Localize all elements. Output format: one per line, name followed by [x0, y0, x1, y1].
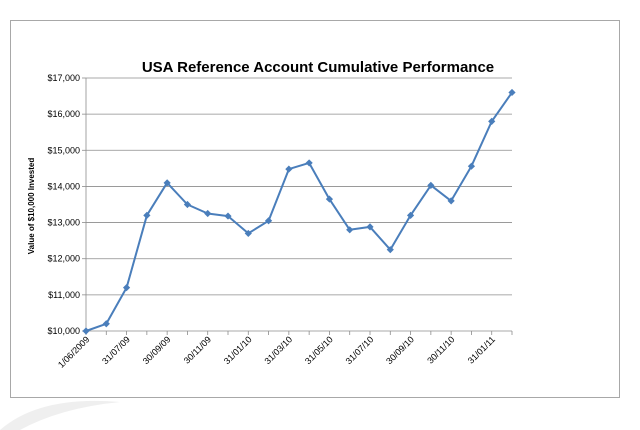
y-tick-label: $17,000: [47, 73, 80, 83]
data-point-marker: [508, 88, 516, 97]
data-point-marker: [427, 181, 435, 189]
data-point-marker: [82, 327, 90, 335]
y-tick-labels: $10,000 $11,000 $12,000 $13,000 $14,000 $15,0…: [47, 73, 80, 336]
gridlines: [86, 77, 512, 296]
data-point-marker: [406, 211, 415, 219]
y-tick-label: $12,000: [47, 254, 80, 264]
y-tick-label: $14,000: [47, 181, 80, 191]
x-tick-label: 30/09/09: [141, 334, 173, 366]
data-point-marker: [467, 162, 476, 170]
data-point-marker: [305, 159, 313, 167]
series-layer: [82, 88, 516, 335]
data-point-marker: [264, 217, 273, 225]
data-point-marker: [325, 195, 334, 203]
y-axis-label: Value of $10,000 Invested: [27, 158, 36, 255]
x-tick-label: 31/07/10: [344, 334, 376, 366]
y-tick-label: $13,000: [47, 218, 80, 228]
data-point-marker: [346, 226, 354, 234]
data-point-marker: [143, 211, 151, 219]
data-point-marker: [447, 197, 455, 205]
x-tick-label: 30/11/09: [182, 334, 213, 365]
data-point-marker: [386, 246, 394, 254]
chart-frame: [10, 20, 620, 398]
x-tick-label: 1/06/2009: [56, 334, 91, 369]
data-point-marker: [285, 165, 293, 173]
x-tick-label: 31/01/10: [222, 334, 254, 366]
data-point-marker: [224, 212, 232, 220]
y-tick-label: $16,000: [47, 109, 80, 119]
chart-title: USA Reference Account Cumulative Perform…: [142, 59, 494, 76]
axes: [82, 77, 513, 335]
x-tick-label: 30/09/10: [384, 334, 416, 366]
x-tick-label: 31/01/11: [466, 334, 497, 365]
data-point-marker: [204, 209, 212, 218]
x-tick-label: 30/11/10: [425, 334, 456, 365]
x-tick-label: 31/03/10: [262, 334, 294, 366]
series-line: [85, 91, 513, 332]
y-tick-label: $15,000: [47, 145, 80, 155]
data-point-marker: [488, 117, 496, 125]
y-tick-label: $11,000: [48, 290, 80, 300]
data-point-marker: [102, 320, 110, 328]
data-point-marker: [244, 229, 252, 238]
data-point-marker: [366, 223, 374, 231]
data-point-marker: [163, 179, 171, 187]
data-point-marker: [183, 200, 192, 209]
y-tick-label: $10,000: [47, 326, 80, 336]
x-tick-labels: 1/06/2009 31/07/09 30/09/09 30/11/09 31/01/1…: [56, 334, 497, 369]
x-tick-label: 31/05/10: [303, 334, 335, 366]
data-point-marker: [122, 284, 131, 292]
x-tick-label: 31/07/09: [100, 334, 132, 366]
